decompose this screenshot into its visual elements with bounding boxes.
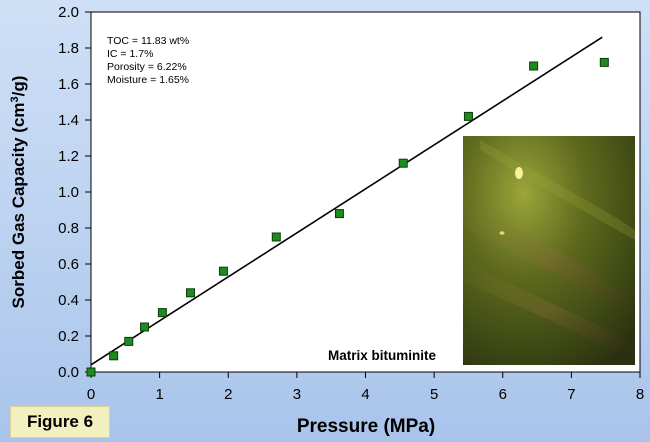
x-tick-label: 1 xyxy=(155,386,163,403)
y-tick-label: 0.6 xyxy=(58,256,79,273)
data-point xyxy=(140,322,150,332)
data-point xyxy=(463,111,473,121)
y-tick-label: 0.4 xyxy=(58,292,79,309)
x-tick-label: 7 xyxy=(567,386,575,403)
y-tick-label: 1.2 xyxy=(58,148,79,165)
data-point xyxy=(157,308,167,318)
y-tick-label: 1.4 xyxy=(58,112,79,129)
x-tick-label: 4 xyxy=(361,386,369,403)
y-tick-label: 1.6 xyxy=(58,76,79,93)
x-axis-ticks: 0 1 2 3 4 5 6 7 8 xyxy=(87,372,644,403)
data-point xyxy=(218,266,228,276)
x-tick-label: 8 xyxy=(636,386,644,403)
y-tick-label: 1.0 xyxy=(58,184,79,201)
data-point xyxy=(398,158,408,168)
inset-caption: Matrix bituminite xyxy=(328,348,436,363)
x-tick-label: 0 xyxy=(87,386,95,403)
trend-line xyxy=(90,36,603,366)
x-axis-title: Pressure (MPa) xyxy=(297,416,435,437)
x-tick-label: 3 xyxy=(293,386,301,403)
x-tick-label: 6 xyxy=(499,386,507,403)
y-axis-title: Sorbed Gas Capacity (cm3/g) xyxy=(9,76,28,309)
bright-inclusion xyxy=(499,231,505,235)
bright-inclusion xyxy=(515,167,523,179)
annotation-porosity: Porosity = 6.22% xyxy=(107,61,187,73)
figure-label: Figure 6 xyxy=(10,406,110,438)
data-point xyxy=(599,57,609,67)
y-tick-label: 0.2 xyxy=(58,328,79,345)
y-tick-label: 0.8 xyxy=(58,220,79,237)
annotation-toc: TOC = 11.83 wt% xyxy=(107,35,189,47)
annotation-ic: IC = 1.7% xyxy=(107,48,153,60)
data-point xyxy=(109,351,119,361)
data-point xyxy=(271,232,281,242)
y-axis-ticks: 0.0 0.2 0.4 0.6 0.8 1.0 1.2 1.4 1.6 1.8 2.0 xyxy=(58,4,91,381)
data-point xyxy=(186,288,196,298)
data-point xyxy=(334,209,344,219)
y-tick-label: 0.0 xyxy=(58,364,79,381)
x-tick-label: 2 xyxy=(224,386,232,403)
data-points xyxy=(86,57,609,377)
data-point xyxy=(124,336,134,346)
data-point xyxy=(86,367,96,377)
data-point xyxy=(529,61,539,71)
y-tick-label: 1.8 xyxy=(58,40,79,57)
y-tick-label: 2.0 xyxy=(58,4,79,21)
micrograph-image xyxy=(463,136,635,365)
annotation-moisture: Moisture = 1.65% xyxy=(107,74,189,86)
x-tick-label: 5 xyxy=(430,386,438,403)
